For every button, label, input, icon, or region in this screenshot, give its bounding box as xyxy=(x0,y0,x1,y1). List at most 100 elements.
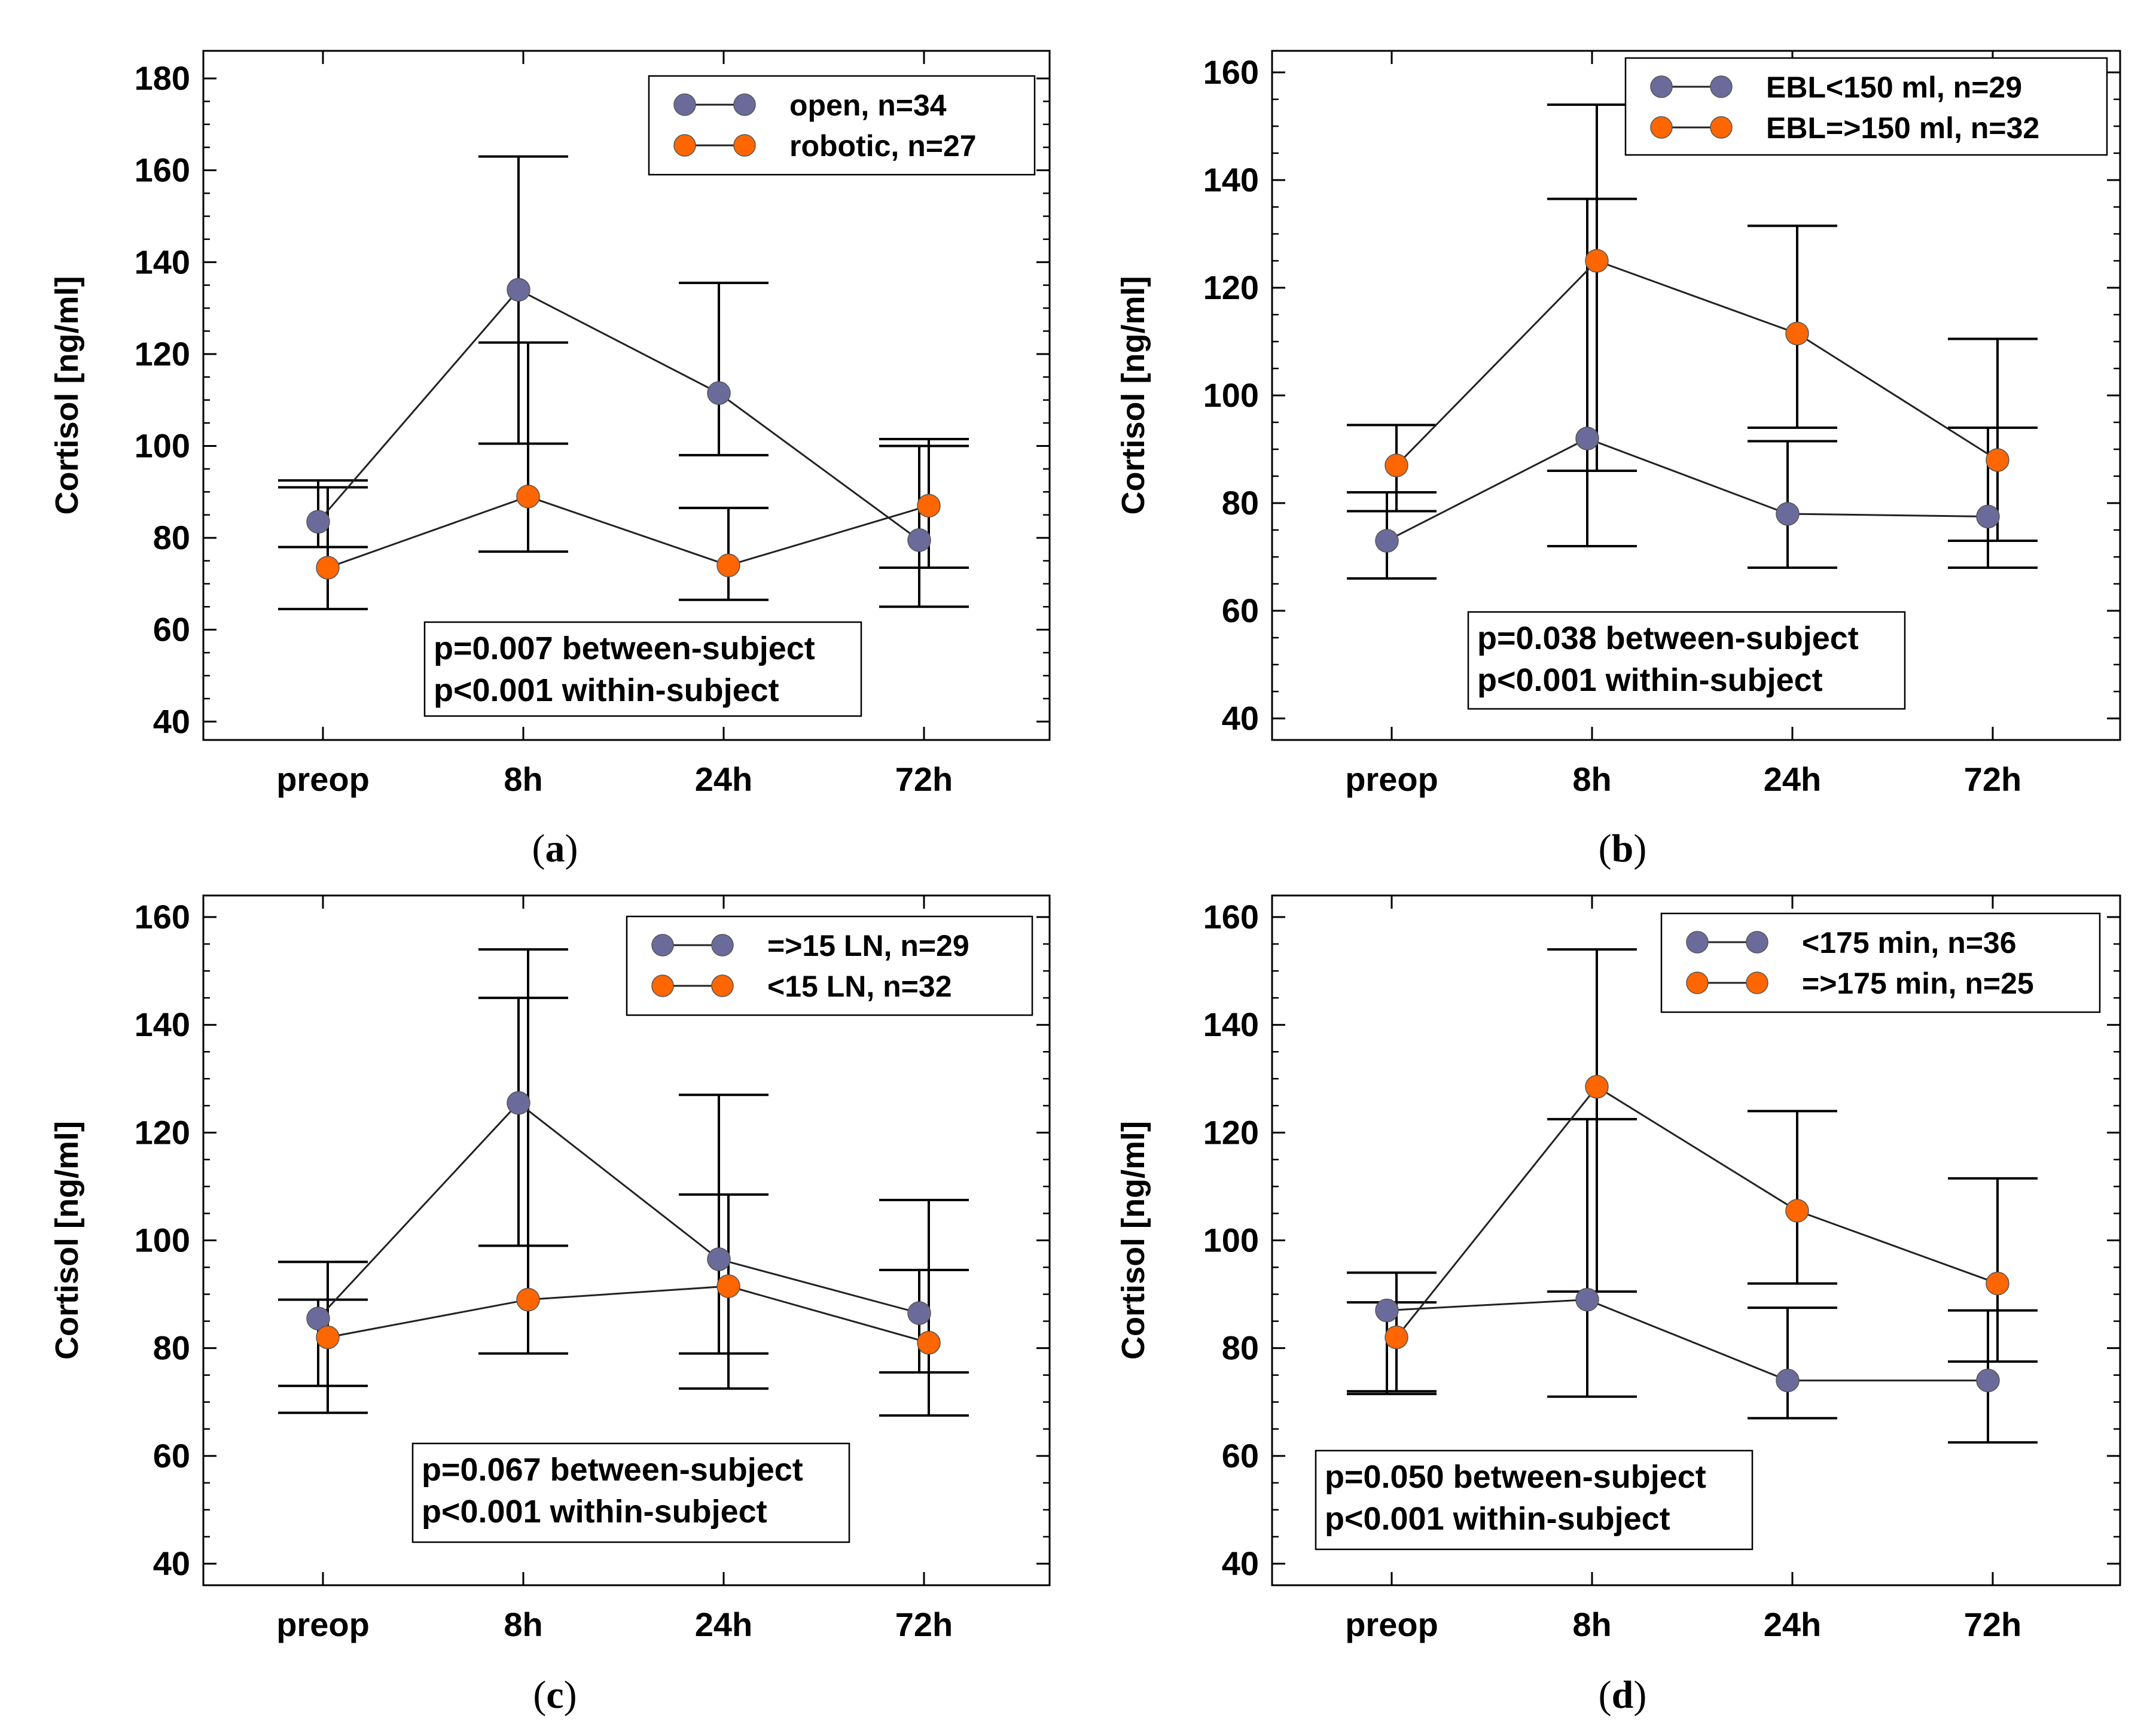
data-point-series-1 xyxy=(1776,502,1800,526)
y-tick-label: 100 xyxy=(135,427,190,464)
series-line-1 xyxy=(317,288,920,541)
data-point-series-2 xyxy=(1585,1075,1609,1099)
y-tick-label: 40 xyxy=(1222,699,1259,737)
data-point-series-2 xyxy=(316,556,340,580)
legend-marker xyxy=(1746,931,1768,954)
legend-marker xyxy=(651,934,674,957)
stats-line: p=0.038 between-subject xyxy=(1477,620,1859,656)
legend-marker xyxy=(711,974,734,997)
data-point-series-2 xyxy=(1785,1199,1809,1223)
chart-panel-b: 40 60 80 100 120 140 160 preop 8h 24h 72h Cortisol … xyxy=(1115,50,2121,870)
series-line-2 xyxy=(1395,260,1998,467)
y-tick-label: 160 xyxy=(135,898,190,936)
stats-line: p=0.050 between-subject xyxy=(1325,1459,1706,1495)
legend-box xyxy=(626,915,1033,1016)
data-point-series-2 xyxy=(516,1287,540,1312)
series-line-2 xyxy=(327,495,929,569)
data-point-series-1 xyxy=(707,1247,731,1271)
x-tick-label: 72h xyxy=(1964,1606,2022,1643)
legend-box xyxy=(1660,912,2101,1013)
x-tick-label: preop xyxy=(276,1606,370,1643)
x-tick-label: 24h xyxy=(695,1606,753,1643)
y-tick-label: 160 xyxy=(1203,898,1259,936)
panel-caption: (a) xyxy=(532,827,578,870)
caption-letter: d xyxy=(1612,1673,1634,1717)
chart-panel-c: 40 60 80 100 120 140 160 preop 8h 24h 72h Cortisol … xyxy=(49,894,1051,1717)
legend-marker xyxy=(711,934,734,957)
x-tick-label: preop xyxy=(1345,1606,1438,1643)
legend-marker xyxy=(1746,971,1768,994)
x-tick-label: 24h xyxy=(1764,760,1822,798)
stats-box: p=0.007 between-subject p<0.001 within-su… xyxy=(423,621,862,717)
y-tick-label: 100 xyxy=(135,1222,190,1259)
panel-caption: (d) xyxy=(1599,1673,1647,1717)
y-tick-label: 140 xyxy=(1203,161,1259,199)
data-point-series-2 xyxy=(1385,453,1408,477)
series-line-2 xyxy=(1395,1085,1998,1338)
legend-box xyxy=(648,75,1036,176)
y-tick-label: 80 xyxy=(153,519,190,556)
legend-label: EBL=>150 ml, n=32 xyxy=(1766,111,2039,145)
data-point-series-1 xyxy=(1375,1298,1399,1323)
legend: EBL<150 ml, n=29 EBL=>150 ml, n=32 xyxy=(1624,57,2108,156)
y-tick-label: 100 xyxy=(1203,1222,1259,1259)
data-point-series-2 xyxy=(716,553,740,577)
legend-marker xyxy=(1650,75,1673,98)
caption-paren-close: ) xyxy=(564,1673,577,1717)
data-point-series-2 xyxy=(1585,249,1609,273)
stats-line: p=0.067 between-subject xyxy=(422,1452,803,1488)
legend-marker xyxy=(1710,75,1733,98)
y-axis-label: Cortisol [ng/ml] xyxy=(49,1121,85,1360)
data-point-series-2 xyxy=(917,1330,941,1355)
series-line-1 xyxy=(1386,437,1989,542)
data-point-series-1 xyxy=(907,528,931,552)
legend-marker xyxy=(673,93,696,116)
data-point-series-1 xyxy=(907,1301,931,1325)
data-point-series-1 xyxy=(306,1306,330,1330)
y-tick-label: 120 xyxy=(1203,1113,1259,1151)
y-tick-label: 60 xyxy=(1222,592,1259,629)
data-point-series-1 xyxy=(1976,504,2000,529)
data-point-series-2 xyxy=(1785,321,1809,346)
x-tick-label: 8h xyxy=(1572,760,1611,798)
stats-line: p<0.001 within-subject xyxy=(1325,1501,1670,1537)
data-point-series-1 xyxy=(1575,427,1599,450)
stats-line: p<0.001 within-subject xyxy=(422,1494,767,1530)
y-tick-label: 140 xyxy=(135,243,190,281)
y-tick-label: 80 xyxy=(153,1329,190,1367)
y-tick-label: 180 xyxy=(135,59,190,97)
data-point-series-2 xyxy=(1385,1325,1408,1350)
stats-box: p=0.067 between-subject p<0.001 within-su… xyxy=(411,1442,850,1543)
plot-frame xyxy=(202,50,1051,741)
legend-label: =>175 min, n=25 xyxy=(1802,967,2034,1000)
x-tick-label: 8h xyxy=(504,760,542,798)
legend-label: <15 LN, n=32 xyxy=(767,970,952,1003)
y-tick-label: 60 xyxy=(1222,1437,1259,1475)
stats-box-frame xyxy=(423,621,862,717)
y-tick-label: 40 xyxy=(153,1545,190,1582)
legend-marker xyxy=(1650,116,1673,139)
legend: <175 min, n=36 =>175 min, n=25 xyxy=(1660,912,2101,1013)
legend-label: robotic, n=27 xyxy=(789,129,977,163)
caption-paren-close: ) xyxy=(565,827,578,870)
data-point-series-1 xyxy=(1976,1368,2000,1393)
caption-paren-open: ( xyxy=(533,1673,546,1717)
series-line-2 xyxy=(327,1285,929,1344)
panel-caption: (b) xyxy=(1599,827,1647,870)
caption-letter: a xyxy=(545,827,565,870)
data-point-series-1 xyxy=(1575,1287,1599,1312)
legend-marker xyxy=(733,134,756,157)
data-point-series-2 xyxy=(316,1325,340,1350)
y-tick-label: 160 xyxy=(135,151,190,189)
y-tick-label: 120 xyxy=(135,1113,190,1151)
legend-marker xyxy=(673,134,696,157)
stats-line: p<0.001 within-subject xyxy=(434,672,779,708)
legend-marker xyxy=(651,974,674,997)
data-point-series-1 xyxy=(1375,529,1399,553)
y-tick-label: 100 xyxy=(1203,376,1259,414)
x-tick-label: 72h xyxy=(895,1606,953,1643)
x-tick-label: 8h xyxy=(1572,1606,1611,1643)
x-tick-label: preop xyxy=(276,760,370,798)
data-point-series-1 xyxy=(507,1091,530,1115)
data-point-series-1 xyxy=(306,510,330,534)
